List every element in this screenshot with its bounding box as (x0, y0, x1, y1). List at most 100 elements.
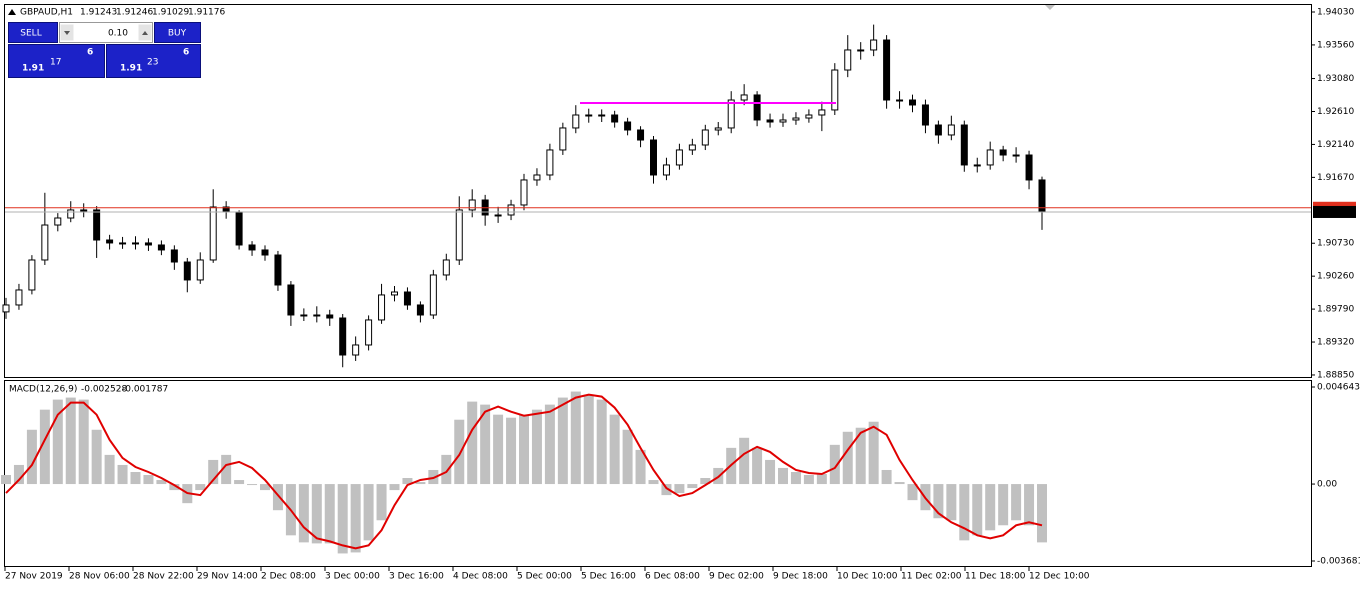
candle-body (157, 244, 165, 251)
one-click-panel: SELL 0.10 BUY 1.91 17 6 1.91 23 6 (8, 22, 201, 78)
buy-price-fraction: 6 (183, 48, 189, 58)
x-tick-label: 5 Dec 00:00 (517, 572, 572, 582)
candle-body (934, 124, 942, 136)
macd-bar (52, 399, 63, 485)
candle-body (2, 304, 10, 313)
candle-body (831, 69, 839, 111)
macd-value: -0.002528 (81, 385, 127, 395)
macd-bar (156, 480, 167, 485)
macd-bar (1011, 484, 1022, 521)
candle-body (883, 39, 891, 101)
macd-bar (1024, 484, 1035, 526)
candle-body (468, 199, 476, 211)
candle-body (559, 127, 567, 151)
candle-body (870, 39, 878, 51)
candle-body (1025, 154, 1033, 181)
x-tick-label: 3 Dec 16:00 (389, 572, 444, 582)
candle-body (675, 149, 683, 166)
macd-bar (622, 429, 633, 485)
macd-bar (221, 454, 232, 485)
macd-bar (65, 397, 76, 485)
candle-body (326, 314, 334, 319)
candle-body (41, 224, 49, 261)
candle-body (183, 261, 191, 281)
down-arrow (64, 31, 70, 35)
macd-bar (946, 484, 957, 521)
candle-body (67, 209, 75, 219)
macd-bar (39, 409, 50, 485)
macd-pane (4, 380, 1312, 567)
sell-price-pips: 17 (50, 58, 61, 68)
macd-bar (1037, 484, 1047, 543)
sell-price-big: 1.91 (22, 64, 44, 74)
macd-bar (998, 484, 1009, 526)
chart-shift-marker (1045, 5, 1055, 10)
macd-bar (790, 471, 801, 485)
macd-bar (570, 391, 581, 485)
macd-bar (778, 467, 788, 485)
quote-open: 1.91243 (80, 8, 117, 18)
macd-bar (544, 404, 555, 485)
macd-bar (350, 484, 361, 553)
lot-input[interactable] (59, 22, 153, 43)
macd-bar (402, 478, 413, 485)
macd-bar (855, 427, 866, 485)
buy-price-box[interactable] (106, 44, 201, 78)
candle-body (442, 259, 450, 276)
buy-label: BUY (168, 29, 187, 39)
macd-bar (972, 484, 983, 536)
macd-signal-value: -0.001787 (122, 385, 168, 395)
candle-body (300, 314, 308, 317)
macd-bar (674, 484, 685, 494)
x-tick-label: 12 Dec 10:00 (1029, 572, 1090, 582)
y-tick-label: 1.92140 (1317, 140, 1354, 150)
candle-body (688, 144, 696, 151)
sell-price-box[interactable] (8, 44, 105, 78)
candle-body (403, 291, 411, 306)
candle-body (766, 119, 774, 123)
macd-bar (752, 447, 763, 485)
macd-bar (195, 484, 206, 491)
x-tick-label: 11 Dec 02:00 (901, 572, 962, 582)
x-tick-label: 10 Dec 10:00 (837, 572, 898, 582)
candle-body (805, 114, 813, 119)
macd-bar (506, 417, 517, 485)
y-tick-label: 0.004643 (1317, 382, 1360, 392)
macd-bar (519, 414, 529, 485)
candle-body (378, 294, 386, 321)
collapse-arrow[interactable] (8, 9, 16, 15)
sell-button[interactable] (8, 22, 58, 43)
quote-close: 1.91176 (188, 8, 225, 18)
macd-bar (583, 394, 594, 485)
buy-button[interactable] (154, 22, 201, 43)
candle-body (572, 114, 580, 129)
macd-bar (687, 484, 698, 489)
candle-body (779, 119, 787, 123)
x-tick-label: 3 Dec 00:00 (325, 572, 380, 582)
candle-body (585, 114, 593, 117)
candle-body (818, 109, 826, 116)
macd-bar (376, 484, 387, 521)
macd-bar (609, 414, 620, 485)
y-tick-label: 1.90730 (1317, 239, 1354, 249)
candle-body (93, 209, 101, 241)
y-tick-label: 1.93560 (1317, 40, 1354, 50)
y-tick-label: 1.89790 (1317, 305, 1354, 315)
macd-bar (765, 459, 776, 485)
candle-body (119, 242, 127, 245)
macd-bar (635, 449, 646, 485)
candle-body (1012, 154, 1020, 157)
macd-bar (324, 484, 335, 544)
candle-body (546, 149, 554, 176)
candle-body (352, 344, 360, 356)
macd-bar (803, 475, 814, 485)
x-tick-label: 5 Dec 16:00 (581, 572, 636, 582)
macd-bar (363, 484, 374, 541)
macd-bar (91, 429, 102, 485)
macd-bar (208, 459, 219, 485)
y-tick-label: 1.94030 (1317, 7, 1354, 17)
candle-body (416, 304, 424, 316)
y-tick-label: -0.003681 (1317, 557, 1360, 567)
candle-body (494, 214, 502, 217)
